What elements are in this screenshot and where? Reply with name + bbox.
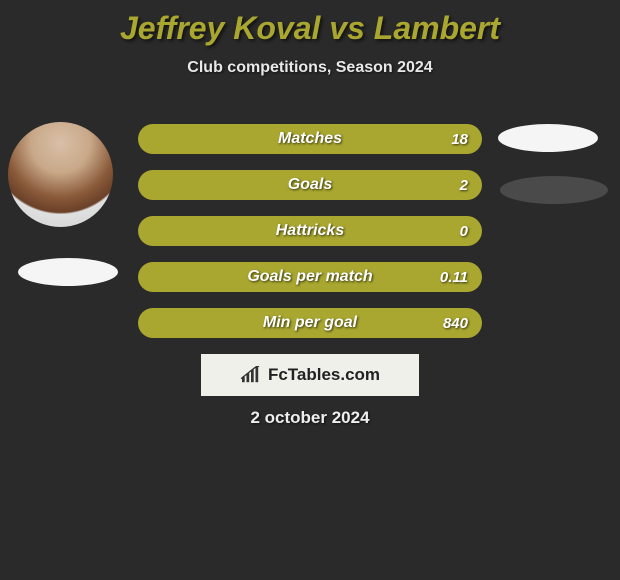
player1-team-logo: [18, 258, 118, 286]
stat-label: Hattricks: [138, 222, 482, 240]
stat-value: 0.11: [440, 269, 468, 286]
stat-label: Goals per match: [138, 268, 482, 286]
stat-bar-min-per-goal: Min per goal 840: [138, 308, 482, 338]
vs-text: vs: [329, 10, 365, 46]
brand-text: FcTables.com: [268, 365, 380, 385]
stat-bar-hattricks: Hattricks 0: [138, 216, 482, 246]
player1-name: Jeffrey Koval: [120, 10, 320, 46]
stat-bar-goals: Goals 2: [138, 170, 482, 200]
player1-avatar: [8, 122, 113, 227]
stat-value: 18: [451, 131, 468, 148]
stat-bars: Matches 18 Goals 2 Hattricks 0 Goals per…: [138, 124, 482, 354]
brand-box: FcTables.com: [201, 354, 419, 396]
player2-name: Lambert: [374, 10, 500, 46]
player2-team-logo: [500, 176, 608, 204]
player2-avatar-placeholder: [498, 124, 598, 152]
comparison-title: Jeffrey Koval vs Lambert: [0, 0, 620, 47]
chart-icon: [240, 366, 262, 384]
stat-value: 0: [460, 223, 468, 240]
stat-label: Min per goal: [138, 314, 482, 332]
stat-label: Matches: [138, 130, 482, 148]
stat-bar-goals-per-match: Goals per match 0.11: [138, 262, 482, 292]
stat-value: 2: [460, 177, 468, 194]
stat-label: Goals: [138, 176, 482, 194]
stat-bar-matches: Matches 18: [138, 124, 482, 154]
stat-value: 840: [443, 315, 468, 332]
subtitle: Club competitions, Season 2024: [0, 59, 620, 77]
date-text: 2 october 2024: [0, 408, 620, 428]
